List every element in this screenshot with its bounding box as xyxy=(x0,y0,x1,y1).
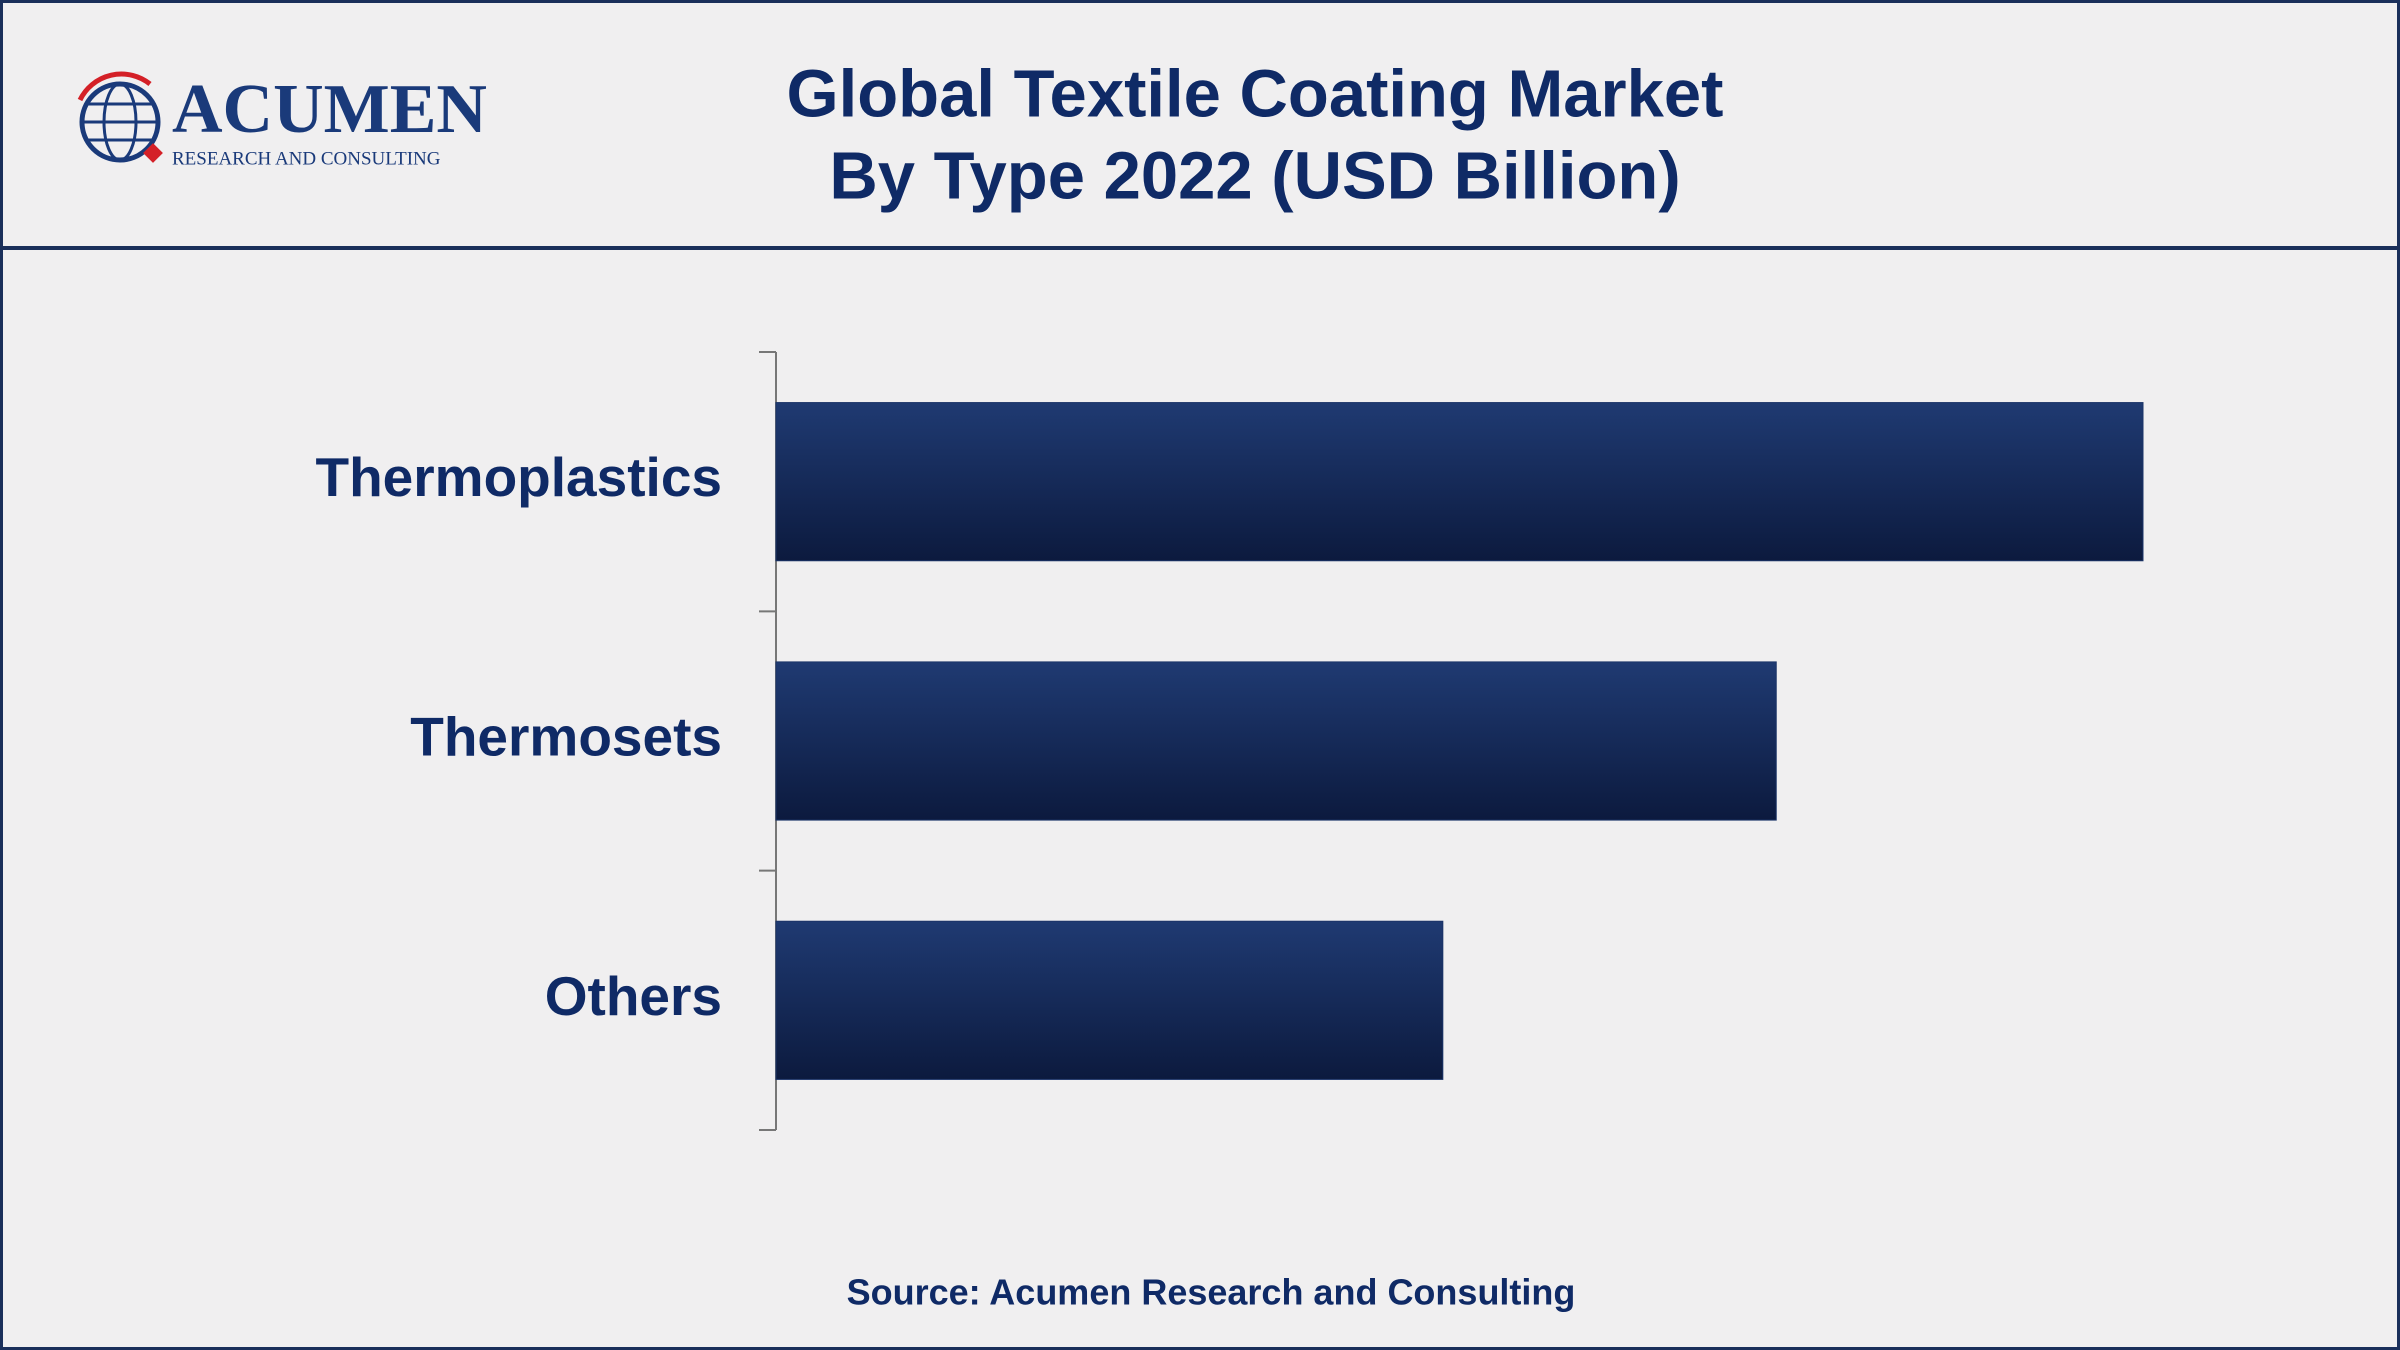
chart-subtitle: By Type 2022 (USD Billion) xyxy=(829,139,1680,214)
source-note: Source: Acumen Research and Consulting xyxy=(847,1272,1576,1313)
logo-name: ACUMEN xyxy=(172,71,487,148)
y-tick-label: Thermosets xyxy=(410,706,722,768)
bar xyxy=(775,402,2144,562)
bar xyxy=(775,661,1777,821)
logo-tagline: RESEARCH AND CONSULTING xyxy=(172,148,441,169)
y-tick-label: Others xyxy=(545,965,722,1027)
bar xyxy=(775,920,1444,1080)
logo-diamond xyxy=(143,143,163,163)
chart-title: Global Textile Coating Market xyxy=(787,57,1724,132)
logo: ACUMEN RESEARCH AND CONSULTING xyxy=(77,71,487,169)
y-tick-label: Thermoplastics xyxy=(315,446,722,508)
logo-arc xyxy=(77,71,152,102)
